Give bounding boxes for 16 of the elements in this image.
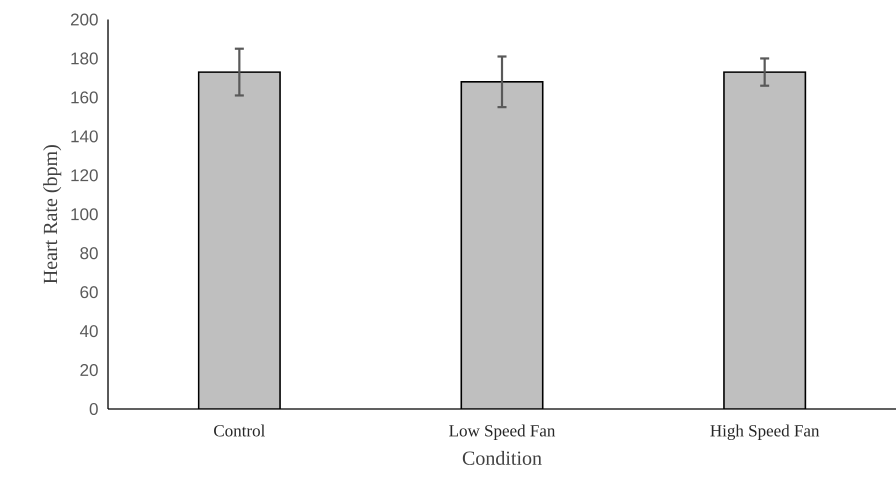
y-axis-title: Heart Rate (bpm) — [43, 145, 62, 284]
y-tick-label: 40 — [80, 325, 98, 338]
y-tick-label: 200 — [70, 13, 98, 26]
y-tick-label: 0 — [90, 402, 98, 416]
y-tick-label: 20 — [80, 364, 98, 376]
y-tick-label: 60 — [80, 286, 98, 298]
y-tick-label: 80 — [80, 247, 98, 260]
y-tick-label: 180 — [71, 52, 98, 64]
x-tick-label: High Speed Fan — [710, 424, 820, 440]
x-axis-title: Condition — [462, 450, 542, 465]
y-tick-label: 160 — [71, 91, 98, 104]
x-tick-label: Control — [214, 424, 265, 436]
x-tick-label: Low Speed Fan — [449, 424, 556, 440]
y-tick-label: 140 — [71, 130, 98, 142]
y-tick-label: 100 — [71, 208, 98, 220]
y-tick-label: 120 — [71, 169, 98, 182]
